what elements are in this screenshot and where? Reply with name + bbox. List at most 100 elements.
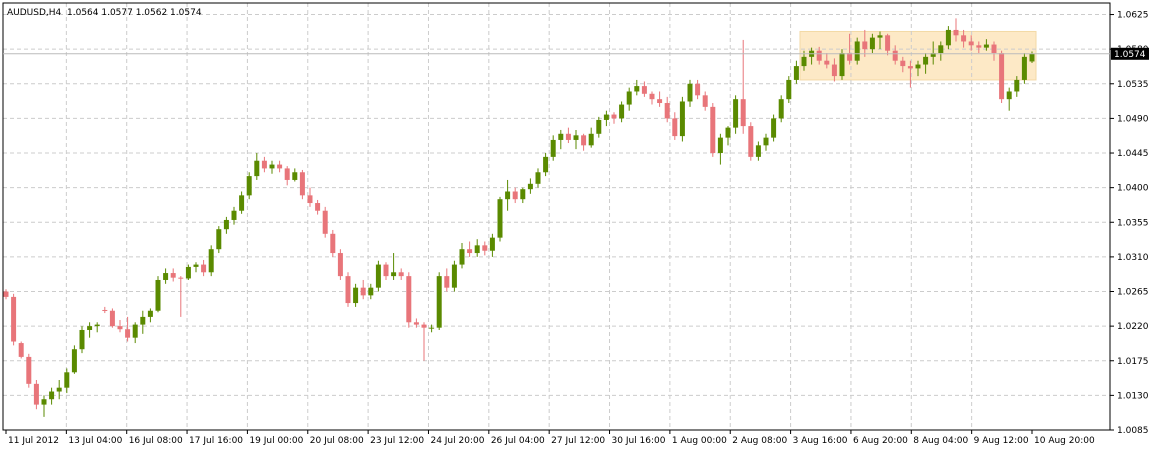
bear-candle[interactable] (999, 50, 1005, 104)
bear-candle[interactable] (824, 53, 830, 69)
bull-candle[interactable] (147, 308, 153, 323)
bear-candle[interactable] (862, 29, 868, 57)
bull-candle[interactable] (56, 379, 62, 400)
bull-candle[interactable] (223, 216, 229, 234)
bear-candle[interactable] (611, 112, 617, 124)
bull-candle[interactable] (254, 153, 260, 180)
bull-candle[interactable] (87, 322, 93, 338)
bull-candle[interactable] (717, 133, 723, 165)
bull-candle[interactable] (535, 168, 541, 188)
bull-candle[interactable] (216, 226, 222, 254)
bear-candle[interactable] (816, 46, 822, 65)
bear-candle[interactable] (444, 268, 450, 292)
bear-candle[interactable] (968, 35, 974, 51)
bull-candle[interactable] (246, 172, 252, 200)
bull-candle[interactable] (520, 187, 526, 204)
bull-candle[interactable] (938, 41, 944, 61)
bear-candle[interactable] (657, 91, 663, 107)
bull-candle[interactable] (391, 253, 397, 280)
bull-candle[interactable] (945, 26, 951, 50)
bear-candle[interactable] (406, 272, 412, 328)
bear-candle[interactable] (565, 127, 571, 144)
bear-candle[interactable] (284, 166, 290, 186)
bear-candle[interactable] (109, 308, 115, 328)
bull-candle[interactable] (368, 283, 374, 300)
bull-candle[interactable] (208, 245, 214, 277)
bear-candle[interactable] (892, 45, 898, 65)
bull-candle[interactable] (527, 178, 533, 194)
bull-candle[interactable] (679, 96, 685, 142)
bear-candle[interactable] (664, 96, 670, 123)
bull-candle[interactable] (634, 79, 640, 96)
bull-candle[interactable] (429, 324, 435, 333)
bull-candle[interactable] (375, 260, 381, 292)
bull-candle[interactable] (596, 116, 602, 138)
bear-candle[interactable] (991, 41, 997, 61)
bull-candle[interactable] (687, 79, 693, 107)
bear-candle[interactable] (953, 18, 959, 42)
bull-candle[interactable] (451, 260, 457, 292)
bear-candle[interactable] (467, 241, 473, 257)
bear-candle[interactable] (641, 81, 647, 97)
bull-candle[interactable] (793, 60, 799, 84)
bull-candle[interactable] (163, 268, 169, 284)
bear-candle[interactable] (117, 319, 123, 333)
bull-candle[interactable] (930, 41, 936, 65)
bull-candle[interactable] (1014, 76, 1020, 97)
bull-candle[interactable] (49, 387, 55, 405)
bear-candle[interactable] (383, 262, 389, 280)
bear-candle[interactable] (398, 268, 404, 280)
bear-candle[interactable] (360, 279, 366, 300)
bull-candle[interactable] (489, 233, 495, 257)
bull-candle[interactable] (353, 283, 359, 307)
bull-candle[interactable] (619, 101, 625, 123)
bull-candle[interactable] (193, 262, 199, 273)
bull-candle[interactable] (474, 239, 480, 257)
bear-candle[interactable] (710, 103, 716, 157)
bull-candle[interactable] (505, 179, 511, 211)
bull-candle[interactable] (923, 53, 929, 74)
bull-candle[interactable] (1021, 53, 1027, 84)
bear-candle[interactable] (33, 379, 39, 410)
bear-candle[interactable] (178, 276, 184, 317)
bear-candle[interactable] (322, 206, 328, 238)
bull-candle[interactable] (771, 114, 777, 142)
bull-candle[interactable] (292, 168, 298, 182)
bull-candle[interactable] (239, 191, 245, 214)
bear-candle[interactable] (695, 79, 701, 100)
bull-candle[interactable] (725, 126, 731, 146)
bear-candle[interactable] (740, 39, 746, 134)
bull-candle[interactable] (763, 133, 769, 151)
bear-candle[interactable] (748, 122, 754, 161)
bear-candle[interactable] (170, 268, 176, 282)
bull-candle[interactable] (778, 95, 784, 123)
bear-candle[interactable] (337, 249, 343, 280)
bull-candle[interactable] (71, 345, 77, 374)
bear-candle[interactable] (482, 241, 488, 256)
bull-candle[interactable] (1006, 87, 1012, 111)
bull-candle[interactable] (231, 206, 237, 225)
bear-candle[interactable] (307, 187, 313, 207)
bull-candle[interactable] (588, 127, 594, 148)
bear-candle[interactable] (18, 341, 24, 359)
bear-candle[interactable] (299, 169, 305, 200)
bull-candle[interactable] (626, 87, 632, 111)
bear-candle[interactable] (315, 199, 321, 215)
bear-candle[interactable] (885, 33, 891, 56)
bear-candle[interactable] (3, 289, 9, 300)
bull-candle[interactable] (733, 95, 739, 134)
bear-candle[interactable] (345, 272, 351, 307)
bear-candle[interactable] (11, 293, 17, 346)
bear-candle[interactable] (976, 41, 982, 54)
bull-candle[interactable] (459, 243, 465, 269)
bull-candle[interactable] (155, 276, 161, 313)
bull-candle[interactable] (269, 160, 275, 174)
bull-candle[interactable] (94, 322, 100, 333)
bull-candle[interactable] (185, 264, 191, 280)
bear-candle[interactable] (900, 56, 906, 73)
bear-candle[interactable] (277, 160, 283, 173)
bear-candle[interactable] (102, 306, 108, 314)
bull-candle[interactable] (869, 33, 875, 54)
bull-candle[interactable] (786, 76, 792, 104)
